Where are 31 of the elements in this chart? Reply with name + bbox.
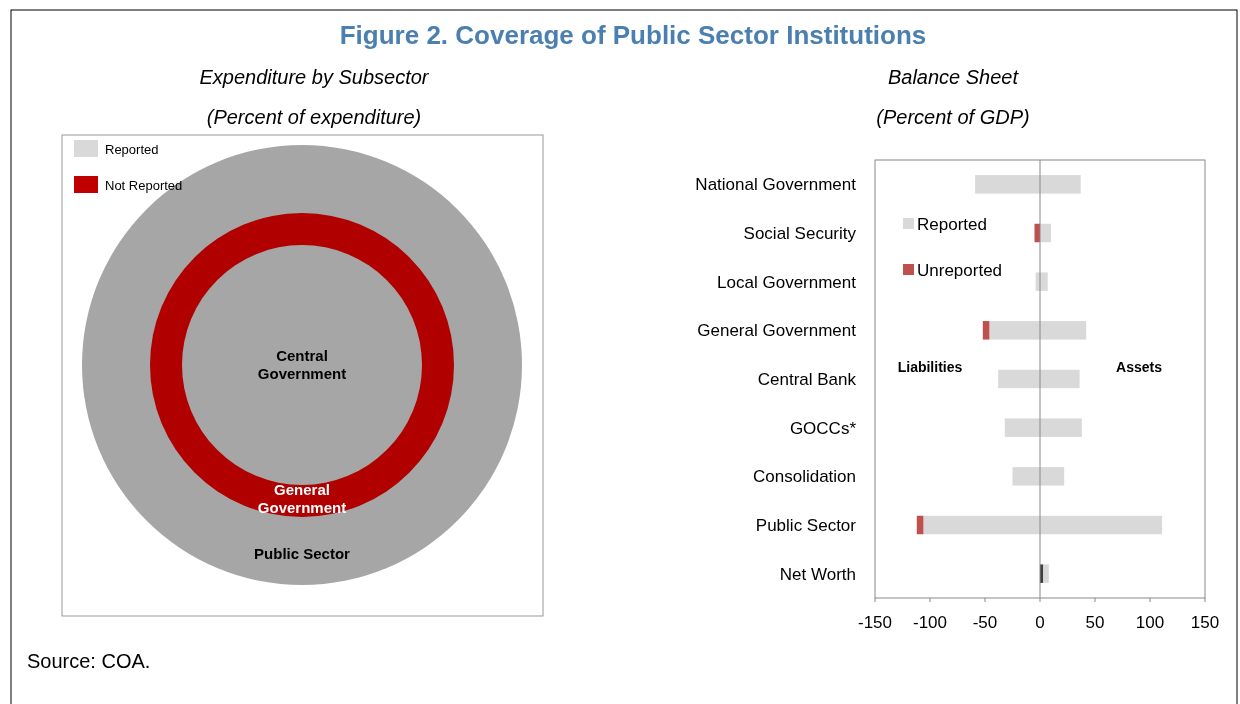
category-label: Central Government	[257, 347, 347, 382]
text: Expenditure by Subsector	[199, 66, 430, 88]
y-tick-label: Consolidation	[752, 467, 856, 487]
y-tick-label: GOCCs*	[789, 418, 857, 438]
x-tick-label: 50	[1085, 613, 1105, 632]
legend-label: Reported	[917, 215, 987, 234]
y-tick-label: Public Sector	[755, 516, 857, 535]
caption: Figure 2. Coverage of Public Sector Institutions	[339, 20, 927, 50]
x-tick-label: -150	[857, 613, 893, 632]
x-tick-label: -100	[912, 613, 948, 632]
x-tick-label: 150	[1190, 613, 1220, 632]
legend-label: Unreported	[917, 261, 1003, 280]
category-label: General Government	[257, 481, 347, 516]
legend-label: Reported	[105, 142, 159, 157]
y-tick-label: General Government	[697, 321, 857, 341]
y-tick-label: Central Bank	[757, 370, 857, 389]
x-tick-label: -50	[972, 613, 998, 632]
category-label: Public Sector	[254, 545, 351, 562]
chart-subtitle: (Percent of GDP)	[876, 106, 1030, 128]
annotation: Liabilities	[897, 359, 963, 375]
y-tick-label: Local Government	[717, 272, 857, 292]
chart-title: Balance Sheet	[887, 66, 1020, 88]
legend-label: Not Reported	[105, 178, 183, 193]
x-tick-label: 0	[1035, 613, 1045, 632]
y-tick-label: Net Worth	[779, 564, 856, 584]
source-note: Source: COA.	[27, 650, 151, 672]
y-tick-label: Social Security	[743, 224, 857, 243]
y-tick-label: National Government	[695, 175, 857, 195]
annotation: Assets	[1116, 359, 1163, 375]
text: (Percent of expenditure)	[206, 106, 422, 128]
x-tick-label: 100	[1135, 613, 1165, 632]
